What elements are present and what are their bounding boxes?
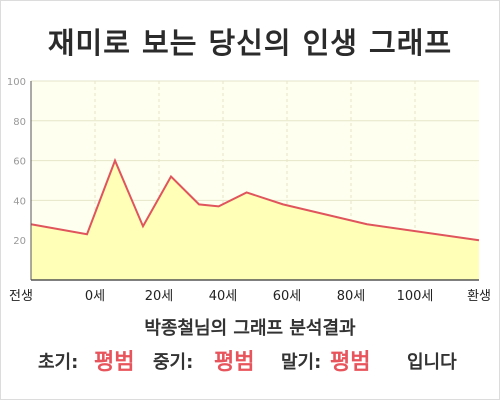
analysis-result-row: 초기: 평범 중기: 평범 말기: 평범 입니다 bbox=[0, 346, 500, 380]
area-fill bbox=[31, 160, 479, 280]
early-label: 초기: bbox=[38, 352, 79, 373]
y-tick-label: 40 bbox=[13, 196, 26, 207]
analysis-title: 박종철님의 그래프 분석결과 bbox=[144, 318, 356, 339]
x-category-label: 20세 bbox=[145, 289, 174, 304]
late-label: 말기: bbox=[281, 352, 322, 373]
x-category-label: 100세 bbox=[397, 289, 434, 304]
x-category-label: 환생 bbox=[467, 289, 491, 304]
y-tick-label: 80 bbox=[13, 117, 26, 128]
y-tick-label: 20 bbox=[13, 236, 26, 247]
y-tick-label: 100 bbox=[7, 77, 26, 88]
x-category-label: 전생 bbox=[9, 289, 33, 304]
x-category-label: 0세 bbox=[85, 289, 105, 304]
mid-value: 평범 bbox=[214, 350, 255, 375]
early-value: 평범 bbox=[94, 350, 135, 375]
life-line bbox=[30, 157, 480, 242]
result-suffix: 입니다 bbox=[407, 352, 457, 373]
x-category-label: 60세 bbox=[273, 289, 302, 304]
chart-title: 재미로 보는 당신의 인생 그래프 bbox=[47, 26, 453, 60]
late-value: 평범 bbox=[330, 350, 371, 375]
x-category-label: 80세 bbox=[337, 289, 366, 304]
mid-label: 중기: bbox=[153, 352, 194, 373]
x-category-label: 40세 bbox=[209, 289, 238, 304]
y-tick-label: 60 bbox=[13, 157, 26, 168]
